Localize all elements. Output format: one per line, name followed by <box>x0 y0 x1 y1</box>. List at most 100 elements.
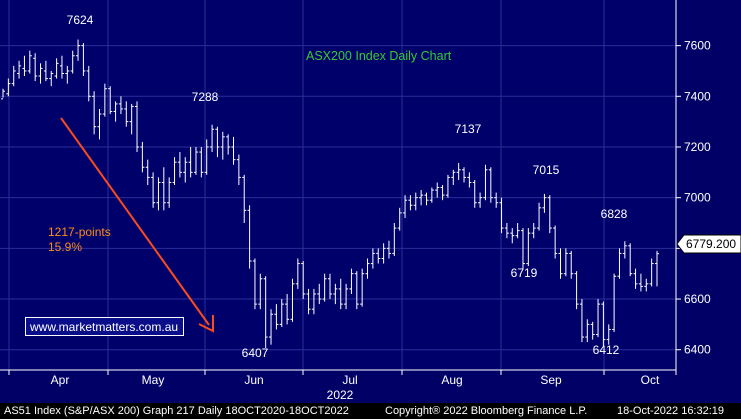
ohlc-bar <box>365 258 370 279</box>
peak-label: 7137 <box>455 122 482 136</box>
peak-label: 6407 <box>242 346 269 360</box>
ohlc-bar <box>386 240 391 259</box>
ohlc-bar <box>515 223 520 239</box>
grid-lines <box>0 0 676 370</box>
ohlc-bar <box>97 108 102 140</box>
ohlc-bar <box>644 278 649 292</box>
ohlc-bar <box>504 223 509 239</box>
peak-label: 6719 <box>511 266 538 280</box>
ohlc-bar <box>360 268 365 307</box>
ohlc-bar <box>22 55 27 77</box>
arrow-points-text: 1217-points <box>48 225 111 239</box>
ohlc-bar <box>301 261 306 300</box>
last-value-label: 6779.200 <box>686 237 736 251</box>
ohlc-bar <box>279 299 284 327</box>
y-tick-label: 7000 <box>684 191 711 205</box>
ohlc-bar <box>585 319 590 343</box>
ohlc-bar <box>113 101 118 122</box>
ohlc-bar <box>215 126 220 158</box>
watermark-link[interactable]: www.marketmatters.com.au <box>25 317 184 336</box>
ohlc-bar <box>579 299 584 343</box>
ohlc-bar <box>612 273 617 332</box>
ohlc-bar <box>574 271 579 310</box>
ohlc-bar <box>118 96 123 115</box>
x-tick-label: Apr <box>51 373 70 387</box>
ohlc-bar <box>172 157 177 185</box>
ohlc-bar <box>445 174 450 198</box>
ohlc-bar <box>70 50 75 74</box>
ohlc-bar <box>328 273 332 300</box>
ohlc-bar <box>392 223 397 256</box>
ohlc-bar <box>76 39 81 61</box>
ohlc-bar <box>558 248 563 279</box>
ohlc-bar <box>188 146 193 178</box>
ohlc-bar <box>472 179 477 208</box>
ohlc-bar <box>344 283 349 310</box>
peak-label: 7015 <box>533 163 560 177</box>
ohlc-bar <box>569 250 574 279</box>
footer-right: 18-Oct-2022 16:32:19 <box>617 405 725 417</box>
ohlc-bar <box>617 248 622 279</box>
decline-arrow-head <box>198 315 214 333</box>
ohlc-bar <box>467 172 472 188</box>
ohlc-bar <box>33 53 38 82</box>
ohlc-bar <box>606 324 611 345</box>
ohlc-bar <box>381 243 386 264</box>
y-tick-label: 6400 <box>684 343 711 357</box>
ohlc-bar <box>183 157 188 183</box>
ohlc-bar <box>403 195 408 218</box>
ohlc-bar <box>601 301 606 347</box>
ohlc-bar <box>242 174 247 224</box>
ohlc-bar <box>462 167 467 183</box>
ohlc-bar <box>108 86 113 115</box>
ohlc-bar <box>655 250 659 287</box>
ohlc-bar <box>17 60 22 79</box>
ohlc-bar <box>649 258 654 287</box>
ohlc-bar <box>306 288 311 315</box>
ohlc-bar <box>145 159 150 185</box>
x-tick-label: Jul <box>342 373 357 387</box>
x-tick-label: May <box>142 373 165 387</box>
y-tick-label: 7200 <box>684 140 711 154</box>
ohlc-bar <box>537 202 542 231</box>
ohlc-bar <box>311 288 316 315</box>
x-axis: Apr May Jun Jul Aug Sep Oct 2022 <box>8 370 677 402</box>
arrow-percent-text: 15.9% <box>48 240 82 254</box>
ohlc-bar <box>547 195 552 234</box>
y-tick-label: 7400 <box>684 89 711 103</box>
ohlc-bar <box>65 65 70 84</box>
x-tick-label: Jun <box>244 373 263 387</box>
x-tick-label: Sep <box>540 373 562 387</box>
ohlc-bar <box>193 146 198 175</box>
x-axis-year-label: 2022 <box>327 388 354 402</box>
ohlc-bar <box>456 162 461 180</box>
annotations: 7624 7288 6407 7137 6719 7015 6828 6412 <box>67 13 628 360</box>
ohlc-bar <box>488 167 493 203</box>
decline-arrow-line <box>60 117 210 326</box>
ohlc-bar <box>6 78 11 97</box>
ohlc-bar <box>220 131 225 160</box>
ohlc-bar <box>54 58 59 79</box>
ohlc-bar <box>124 101 129 127</box>
ohlc-bar <box>59 55 64 79</box>
ohlc-bar <box>226 134 231 155</box>
ohlc-bar <box>135 101 140 153</box>
ohlc-bar <box>440 185 445 201</box>
ohlc-bar <box>590 321 595 340</box>
ohlc-bar <box>167 177 172 208</box>
footer-bar: AS51 Index (S&P/ASX 200) Graph 217 Daily… <box>0 403 741 419</box>
ohlc-bar <box>494 192 499 208</box>
ohlc-bar <box>92 91 97 135</box>
ohlc-bar <box>322 273 327 302</box>
ohlc-bar <box>376 248 381 264</box>
ohlc-bar <box>633 268 638 289</box>
ohlc-bar <box>27 50 32 74</box>
ohlc-bar <box>295 258 300 289</box>
ohlc-bar <box>274 304 279 330</box>
ohlc-bar <box>49 70 54 87</box>
ohlc-bar <box>563 248 568 277</box>
chart-title: ASX200 Index Daily Chart <box>306 49 452 63</box>
ohlc-bar <box>43 60 48 82</box>
ohlc-bar <box>542 193 547 213</box>
y-axis-strip <box>676 0 741 370</box>
